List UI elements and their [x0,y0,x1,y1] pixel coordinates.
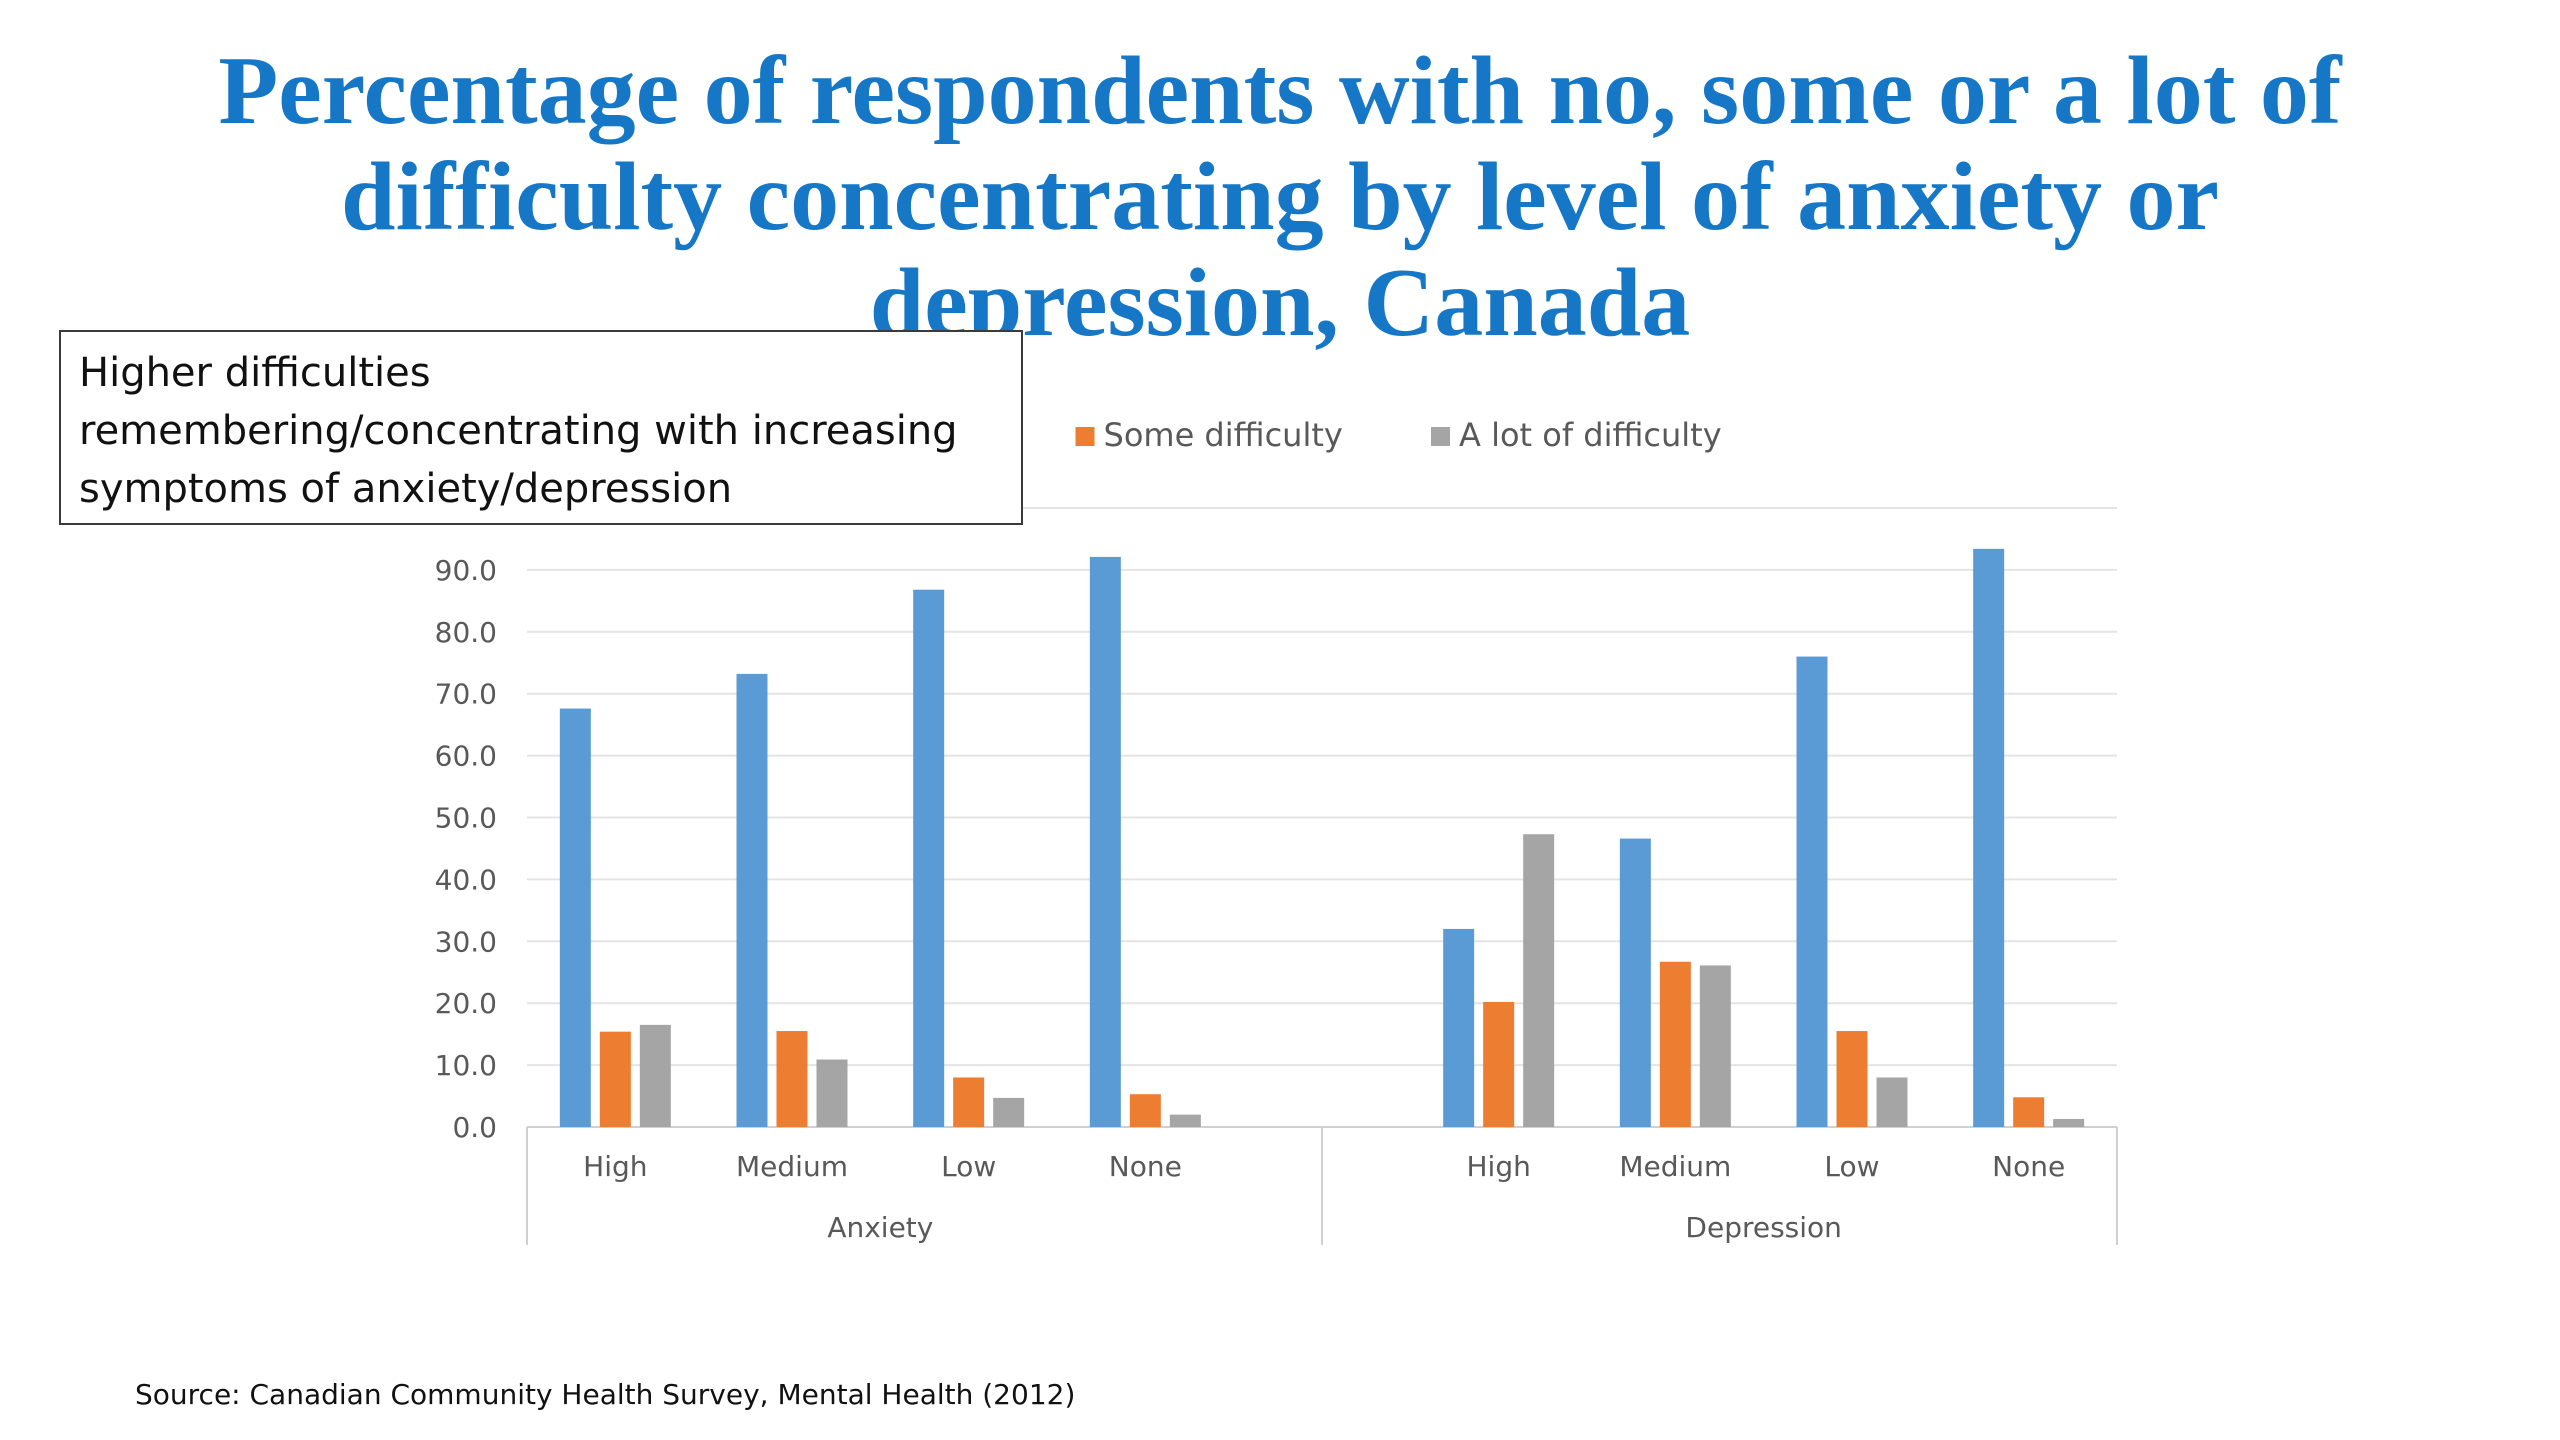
y-tick-label: 0.0 [452,1111,497,1144]
slide-title: Percentage of respondents with no, some … [218,37,2342,357]
bar [1169,1114,1201,1127]
bar [1619,838,1651,1127]
source-note: Source: Canadian Community Health Survey… [135,1378,1076,1411]
y-tick-label: 80.0 [435,616,497,649]
bar [2053,1118,2085,1127]
axis-labels: 0.0 10.0 20.0 30.0 40.0 50.0 60.0 70.0 80.0 90.0 H… [435,554,2066,1244]
bar [1443,928,1475,1127]
bar [816,1059,848,1127]
y-tick-label: 20.0 [435,987,497,1020]
group-label: Depression [1685,1211,1842,1244]
bar [1129,1094,1161,1127]
bar [1973,548,2005,1127]
bar [1089,556,1121,1127]
x-tick-label: Low [1824,1150,1879,1183]
axis [526,1127,2118,1245]
legend-label: Some difficulty [1104,416,1343,454]
bar [1659,961,1691,1127]
callout-text: Higher difficulties remembering/concentr… [79,350,958,512]
bars [559,548,2085,1127]
bar [776,1031,808,1127]
group-label: Anxiety [827,1211,933,1244]
bar [913,589,945,1127]
legend-label: A lot of difficulty [1459,416,1722,454]
bar [639,1024,671,1127]
bar [1876,1077,1908,1127]
x-tick-label: Medium [1619,1150,1731,1183]
y-tick-label: 90.0 [435,554,497,587]
bar [736,673,768,1127]
y-tick-label: 50.0 [435,802,497,835]
bar [1699,965,1731,1127]
bar [993,1097,1025,1127]
callout-box: Higher difficulties remembering/concentr… [59,330,1023,525]
x-tick-label: None [1992,1150,2065,1183]
x-tick-label: None [1109,1150,1182,1183]
y-tick-label: 30.0 [435,925,497,958]
bar [2013,1097,2045,1127]
y-tick-label: 70.0 [435,678,497,711]
bar [1836,1031,1868,1127]
x-tick-label: High [1466,1150,1530,1183]
bar [953,1077,985,1127]
y-tick-label: 40.0 [435,863,497,896]
bar [1483,1001,1515,1127]
x-tick-label: High [583,1150,647,1183]
x-tick-label: Medium [736,1150,848,1183]
x-tick-label: Low [941,1150,996,1183]
bar [599,1031,631,1127]
legend-swatch [1075,427,1095,446]
bar [1523,834,1555,1127]
y-tick-label: 60.0 [435,740,497,773]
bar [559,708,591,1127]
legend-swatch [1431,427,1450,446]
y-tick-label: 10.0 [435,1049,497,1082]
bar [1796,656,1828,1127]
